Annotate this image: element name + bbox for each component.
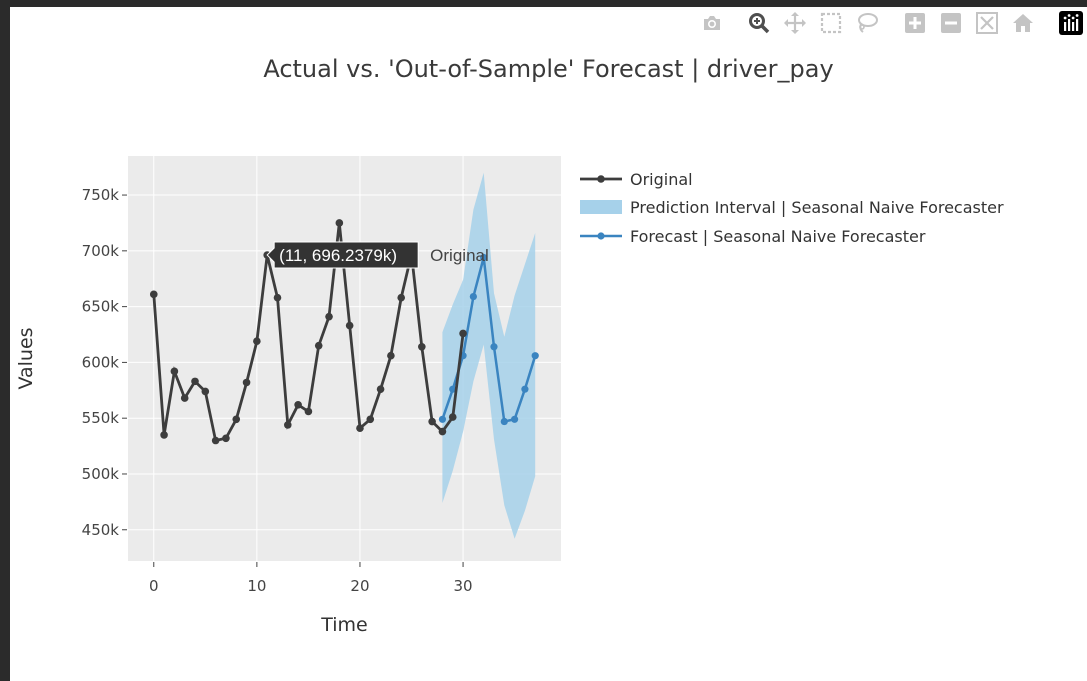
- hover-tooltip-value: (11, 696.2379k): [279, 246, 397, 265]
- original-point: [325, 312, 333, 321]
- legend-item-original: Original: [580, 170, 693, 189]
- x-tick-label: 10: [247, 577, 266, 595]
- original-point: [170, 367, 179, 376]
- zoom-in-icon[interactable]: [903, 11, 927, 35]
- original-point: [242, 378, 251, 387]
- y-axis-title: Values: [15, 327, 37, 389]
- pan-icon[interactable]: [783, 11, 807, 35]
- original-point: [180, 394, 189, 402]
- legend-label: Forecast | Seasonal Naive Forecaster: [630, 227, 926, 246]
- hover-tooltip-trace-name: Original: [430, 246, 489, 265]
- forecast-point: [469, 292, 477, 301]
- forecast-point: [480, 253, 488, 262]
- hover-tooltip: (11, 696.2379k) Original: [266, 241, 489, 269]
- original-point: [387, 351, 395, 360]
- original-point: [201, 387, 210, 396]
- chart-svg[interactable]: 450k 500k 550k 600k 650k 700k 750k 0 10 20 30 Time V…: [10, 7, 1087, 681]
- forecast-point: [531, 352, 539, 360]
- original-point: [448, 413, 457, 421]
- original-point: [356, 424, 364, 433]
- original-point: [335, 219, 344, 227]
- y-tick-label: 500k: [82, 465, 120, 483]
- zoom-out-icon[interactable]: [939, 11, 963, 35]
- original-point: [397, 293, 406, 302]
- modebar: [686, 11, 1086, 37]
- y-tick-label: 600k: [82, 353, 120, 371]
- forecast-point: [521, 385, 529, 393]
- y-tick-label: 650k: [82, 298, 120, 316]
- original-point: [345, 321, 354, 330]
- original-point: [459, 329, 467, 338]
- original-point: [418, 342, 426, 351]
- legend-interval-swatch: [580, 200, 622, 214]
- original-point: [428, 417, 436, 426]
- lasso-icon[interactable]: [855, 11, 879, 35]
- y-tick-label: 450k: [82, 521, 120, 539]
- original-point: [314, 341, 323, 350]
- original-point: [294, 401, 302, 409]
- hover-tooltip-box: [266, 241, 419, 269]
- legend-forecast-marker: [597, 232, 605, 240]
- x-tick-label: 30: [454, 577, 473, 595]
- legend-item-prediction-interval: Prediction Interval | Seasonal Naive For…: [580, 198, 1004, 217]
- x-tick-label: 0: [149, 577, 159, 595]
- forecast-point: [438, 415, 447, 423]
- original-point: [283, 421, 292, 429]
- chart-title: Actual vs. 'Out-of-Sample' Forecast | dr…: [263, 55, 834, 83]
- plot-container: Actual vs. 'Out-of-Sample' Forecast | dr…: [10, 7, 1087, 681]
- autoscale-icon[interactable]: [975, 11, 999, 35]
- plotly-logo-icon[interactable]: [1059, 11, 1083, 35]
- forecast-point: [449, 385, 457, 393]
- original-point: [160, 431, 168, 439]
- zoom-icon[interactable]: [747, 11, 771, 35]
- original-point: [253, 337, 261, 346]
- reset-axes-icon[interactable]: [1011, 11, 1035, 35]
- original-point: [211, 436, 220, 445]
- legend-original-marker: [597, 175, 605, 183]
- y-tick-label: 700k: [82, 242, 120, 260]
- legend-label: Prediction Interval | Seasonal Naive For…: [630, 198, 1004, 217]
- original-point: [222, 434, 230, 443]
- x-tick-label: 20: [350, 577, 369, 595]
- original-point: [191, 377, 199, 386]
- y-tick-label: 550k: [82, 409, 120, 427]
- original-point: [376, 385, 385, 393]
- legend-label: Original: [630, 170, 693, 189]
- camera-icon[interactable]: [700, 11, 724, 35]
- original-point: [366, 415, 375, 424]
- original-point: [438, 427, 447, 436]
- forecast-point: [511, 415, 519, 423]
- original-point: [304, 407, 313, 416]
- y-tick-label: 750k: [82, 186, 120, 204]
- box-select-icon[interactable]: [819, 11, 843, 35]
- original-point: [273, 293, 282, 302]
- prediction-interval-band: [442, 172, 536, 539]
- original-point: [149, 290, 158, 299]
- forecast-point: [500, 417, 508, 426]
- original-point: [232, 415, 241, 424]
- legend-item-forecast: Forecast | Seasonal Naive Forecaster: [580, 227, 926, 246]
- forecast-point: [490, 343, 498, 351]
- x-axis-title: Time: [320, 614, 368, 636]
